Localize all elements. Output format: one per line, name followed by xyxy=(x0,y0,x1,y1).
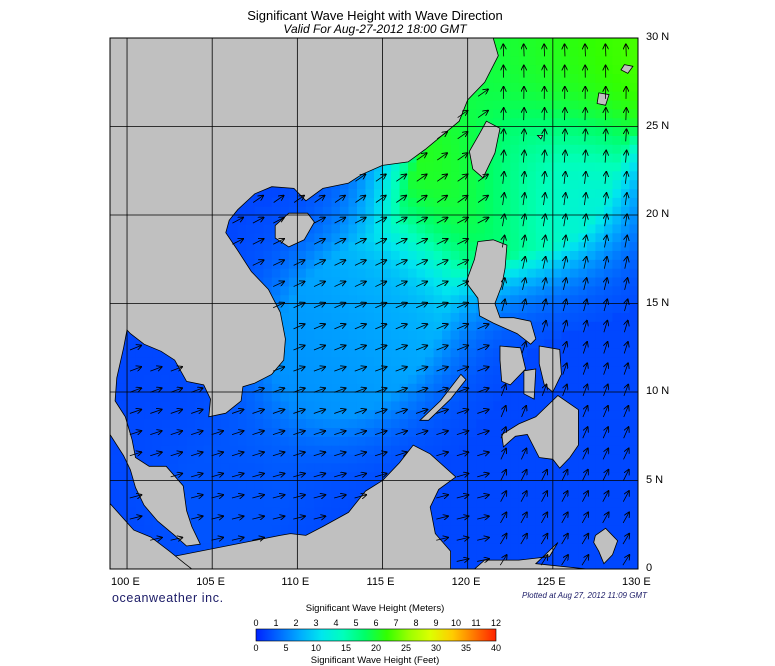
colorbar-label-feet: Significant Wave Height (Feet) xyxy=(0,655,750,666)
colorbar-tick-feet: 0 xyxy=(253,643,258,653)
colorbar-tick-feet: 25 xyxy=(401,643,411,653)
lon-tick-label: 105 E xyxy=(196,576,225,588)
colorbar-tick-feet: 10 xyxy=(311,643,321,653)
colorbar-tick-meters: 8 xyxy=(413,618,418,628)
lon-tick-label: 120 E xyxy=(452,576,481,588)
colorbar-tick-meters: 4 xyxy=(333,618,338,628)
lat-tick-label: 5 N xyxy=(646,474,663,486)
lat-tick-label: 10 N xyxy=(646,385,669,397)
lat-tick-label: 30 N xyxy=(646,31,669,43)
colorbar-tick-meters: 0 xyxy=(253,618,258,628)
colorbar-tick-feet: 5 xyxy=(283,643,288,653)
lon-tick-label: 100 E xyxy=(111,576,140,588)
colorbar-tick-feet: 30 xyxy=(431,643,441,653)
colorbar xyxy=(256,629,496,641)
colorbar-tick-meters: 10 xyxy=(451,618,461,628)
lat-tick-label: 15 N xyxy=(646,297,669,309)
lon-tick-label: 110 E xyxy=(281,576,309,588)
lat-tick-label: 0 xyxy=(646,562,652,574)
lon-tick-label: 115 E xyxy=(367,576,395,588)
colorbar-tick-meters: 3 xyxy=(313,618,318,628)
colorbar-tick-meters: 1 xyxy=(273,618,278,628)
colorbar-label-meters: Significant Wave Height (Meters) xyxy=(0,603,750,614)
lon-tick-label: 130 E xyxy=(622,576,651,588)
plotted-timestamp: Plotted at Aug 27, 2012 11:09 GMT xyxy=(522,591,647,600)
colorbar-tick-meters: 11 xyxy=(471,618,480,628)
colorbar-tick-meters: 9 xyxy=(433,618,438,628)
colorbar-tick-meters: 2 xyxy=(293,618,298,628)
lat-tick-label: 20 N xyxy=(646,208,669,220)
lon-tick-label: 125 E xyxy=(537,576,566,588)
colorbar-tick-meters: 12 xyxy=(491,618,501,628)
colorbar-tick-feet: 20 xyxy=(371,643,381,653)
colorbar-tick-feet: 15 xyxy=(341,643,351,653)
colorbar-tick-meters: 5 xyxy=(353,618,358,628)
colorbar-tick-meters: 7 xyxy=(393,618,398,628)
colorbar-tick-feet: 40 xyxy=(491,643,501,653)
colorbar-tick-meters: 6 xyxy=(373,618,378,628)
lat-tick-label: 25 N xyxy=(646,120,669,132)
colorbar-tick-feet: 35 xyxy=(461,643,471,653)
land-visayas-b xyxy=(524,369,536,399)
